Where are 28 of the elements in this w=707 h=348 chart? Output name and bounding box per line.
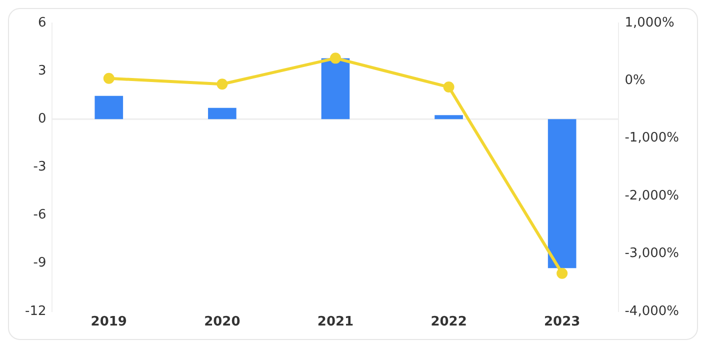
point [216,78,228,90]
x-tick-label: 2022 [430,314,467,330]
y2-tick-label: 1,000% [624,15,674,30]
y-tick-label: 6 [38,15,46,30]
y-tick-label: 0 [38,112,46,127]
bar [548,119,576,268]
x-tick-label: 2020 [204,314,240,330]
y2-tick-label: -4,000% [624,304,680,319]
bar [208,108,236,120]
point [443,82,454,93]
x-tick-label: 2021 [317,314,354,330]
y2-tick-label: -3,000% [624,246,680,262]
y2-tick-label: -2,000% [624,188,680,204]
y-tick-label: 3 [38,63,46,78]
y-tick-label: -9 [33,256,46,271]
y-tick-label: -12 [25,304,46,319]
y-tick-label: -3 [33,160,46,175]
point [103,72,114,84]
bar [321,58,350,120]
y2-tick-label: -1,000% [624,130,680,146]
bar [94,96,124,120]
y-tick-label: -6 [33,208,46,223]
bar [434,115,463,120]
x-tick-label: 2023 [544,314,580,330]
x-tick-label: 2019 [90,314,127,330]
point [330,52,341,64]
point [556,268,568,279]
y2-tick-label: 0% [624,73,646,88]
